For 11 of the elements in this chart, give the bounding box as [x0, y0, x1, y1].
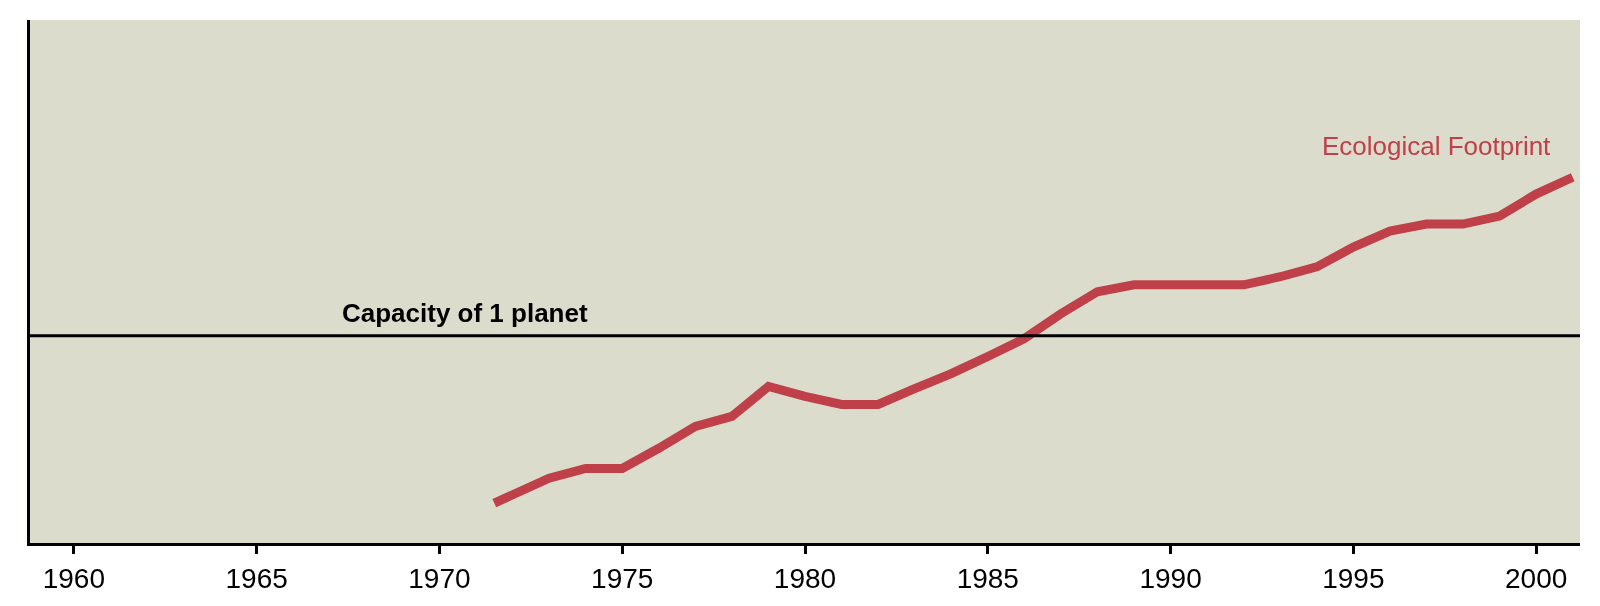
x-tick-label: 1965 — [225, 562, 288, 594]
x-tick-label: 1990 — [1139, 562, 1202, 594]
x-tick-label: 1995 — [1322, 562, 1385, 594]
series-label: Ecological Footprint — [1322, 131, 1552, 161]
ref-line-label: Capacity of 1 planet — [342, 298, 588, 328]
x-tick-label: 1975 — [591, 562, 654, 594]
x-tick-label: 1985 — [956, 562, 1019, 594]
x-tick-label: 1980 — [773, 562, 837, 594]
x-tick-label: 1960 — [42, 562, 106, 594]
x-tick-label: 1970 — [408, 562, 471, 594]
x-tick-label: 2000 — [1504, 562, 1568, 594]
